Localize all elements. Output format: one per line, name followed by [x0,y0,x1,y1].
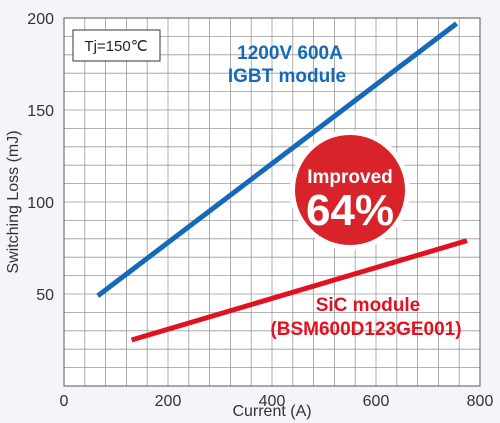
y-axis-title: Switching Loss (mJ) [5,130,22,273]
igbt-series-label: 1200V 600A IGBT module [228,43,346,87]
axis-ticks: 0 200 400 600 800 50 100 150 200 [27,11,493,410]
x-tick-label: 600 [363,393,390,410]
plot-frame [63,17,481,387]
badge-line1: Improved [307,167,393,188]
y-tick-label: 100 [27,195,54,212]
sic-label-line1: SiC module [316,295,421,316]
y-tick-label: 150 [27,103,54,120]
condition-box: Tj=150℃ [72,29,161,62]
x-tick-label: 0 [60,393,69,410]
badge-line2: 64% [306,186,394,235]
improvement-badge: Improved 64% [290,130,410,250]
condition-label: Tj=150℃ [84,38,147,55]
badge-fill [295,135,405,245]
y-tick-label: 50 [36,287,54,304]
igbt-series-line [96,21,459,298]
series-lines [96,21,468,343]
sic-series-label: SiC module (BSM600D123GE001) [270,295,461,340]
x-axis-title: Current (A) [232,403,311,420]
x-tick-label: 800 [467,393,494,410]
igbt-label-line2: IGBT module [228,66,346,87]
sic-label-line2: (BSM600D123GE001) [270,319,461,340]
y-tick-label: 200 [27,11,54,28]
x-tick-label: 400 [259,393,286,410]
sic-series-line [130,238,468,343]
x-tick-label: 200 [155,393,182,410]
igbt-label-line1: 1200V 600A [237,43,343,64]
